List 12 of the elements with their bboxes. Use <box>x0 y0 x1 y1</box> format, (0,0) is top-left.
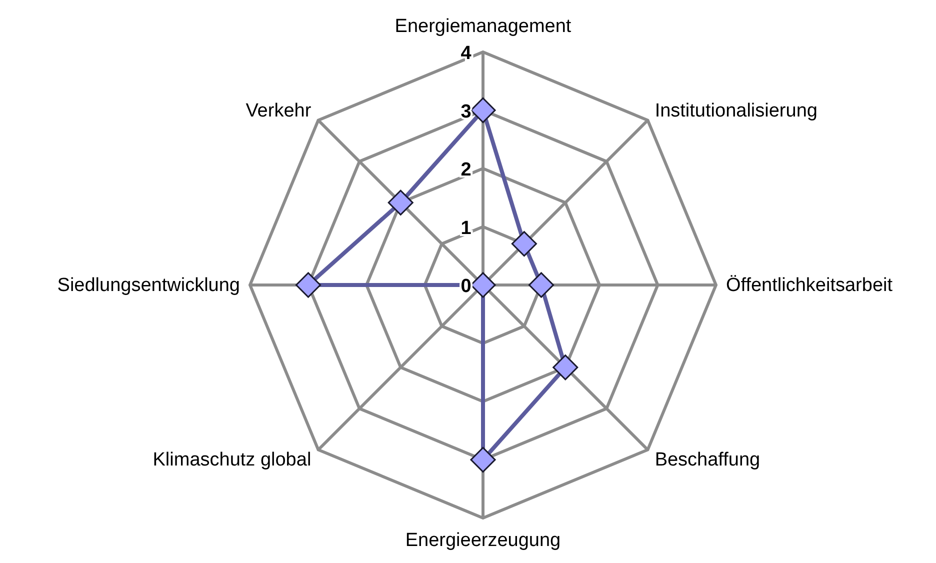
y-tick-label: 2 <box>460 160 472 180</box>
spoke-label: Verkehr <box>246 100 312 122</box>
spoke-label: Beschaffung <box>654 450 760 471</box>
spoke-label: Öffentlichkeitsarbeit <box>726 275 894 296</box>
spoke-label: Siedlungsentwicklung <box>57 275 240 296</box>
spoke-label: Klimaschutz global <box>152 450 312 471</box>
y-tick-label: 4 <box>460 43 472 64</box>
spoke-label: Energiemanagement <box>394 16 572 37</box>
y-tick-label: 3 <box>460 101 472 122</box>
spoke-label: Energieerzeugung <box>405 530 561 551</box>
y-tick-label: 1 <box>460 218 472 239</box>
spoke-label: Institutionalisierung <box>654 100 818 122</box>
